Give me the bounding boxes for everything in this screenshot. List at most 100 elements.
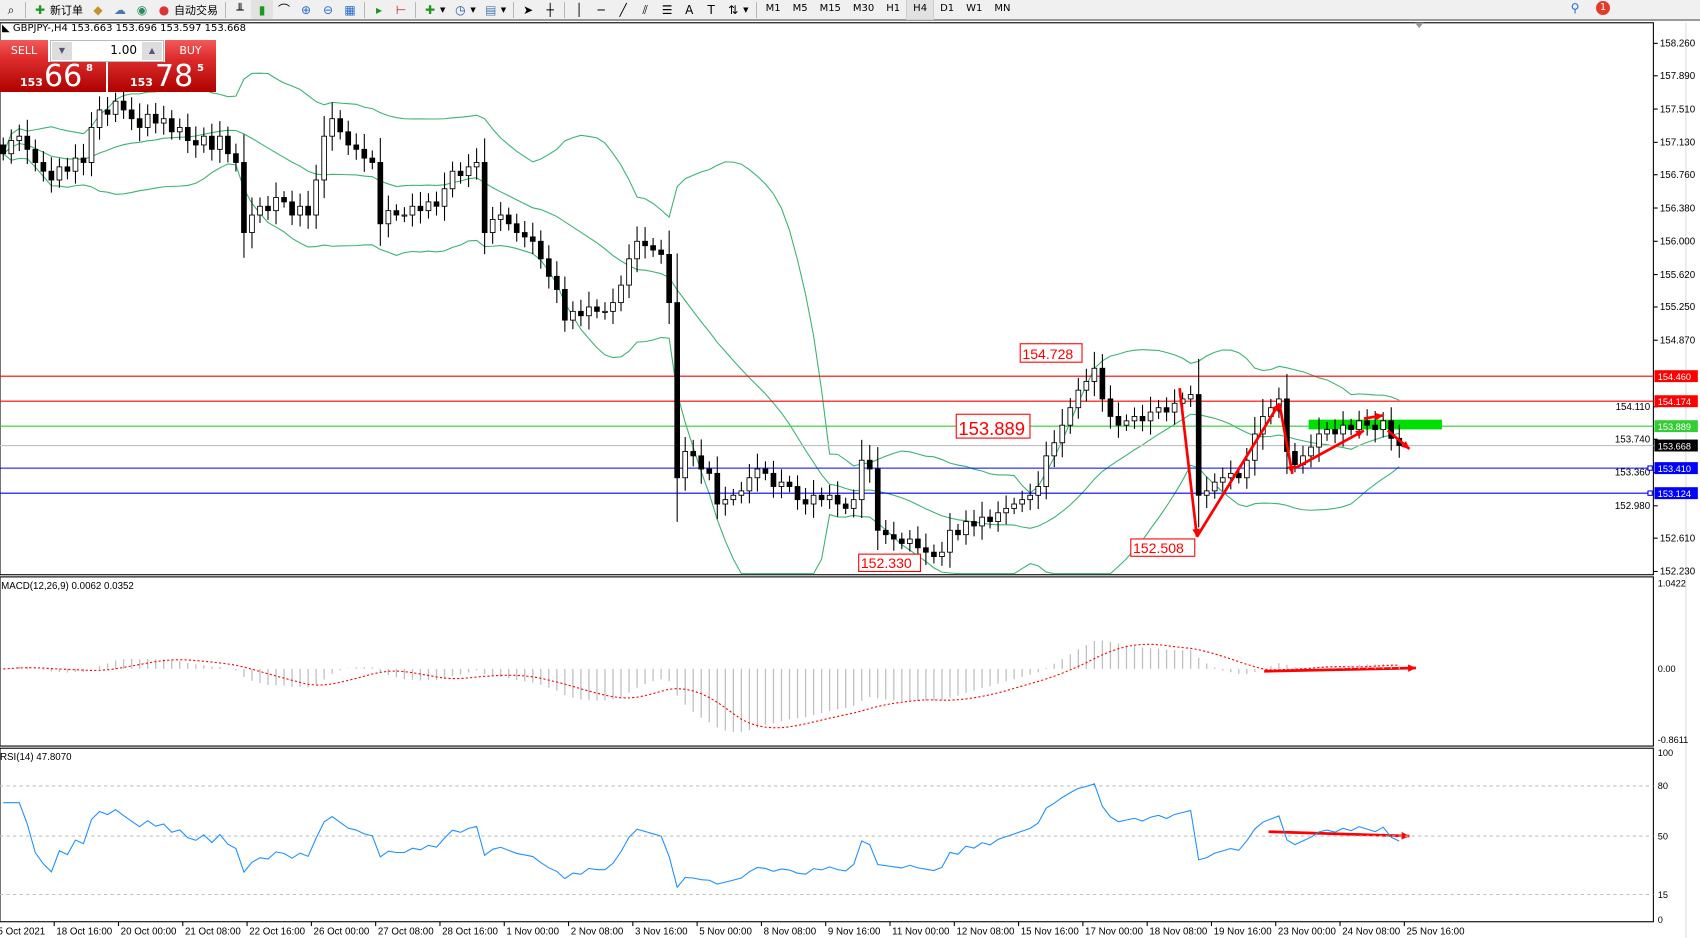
lot-decrease-button[interactable]: ▼ [52, 42, 72, 60]
zoom-search-button[interactable]: ⌕ [0, 0, 22, 19]
indicators-button[interactable]: ✚ ▼ [419, 0, 449, 19]
macd-axis-label: -0.8611 [1658, 735, 1689, 745]
text-button[interactable]: A [678, 0, 700, 19]
bear-candle-body [842, 503, 849, 509]
zoom-in-button[interactable]: ⊕ [295, 0, 317, 19]
history-button[interactable]: ◆ [87, 0, 109, 19]
bear-candle-body [866, 459, 873, 470]
cursor-button[interactable]: ➤ [517, 0, 539, 19]
candle [473, 148, 480, 180]
trend-arrow-line[interactable] [1278, 403, 1294, 475]
candle [249, 197, 255, 249]
bear-candle-body [562, 289, 568, 321]
templates-button[interactable]: ▤ ▼ [480, 0, 510, 19]
zoom-out-button[interactable]: ⊖ [317, 0, 339, 19]
bull-candle-body [449, 170, 456, 190]
bull-candle-body [586, 306, 592, 317]
price-tick-label: 157.890 [1660, 71, 1696, 82]
price-line-label-bg [1654, 487, 1698, 500]
bull-candle-body [273, 197, 279, 212]
tile-windows-button[interactable]: ▦ [339, 0, 361, 19]
horizontal-line-button[interactable]: ─ [590, 0, 612, 19]
red-trend-arrows[interactable] [1178, 388, 1416, 840]
bull-candle-body [1027, 494, 1034, 501]
timeframe-m15[interactable]: M15 [819, 3, 841, 14]
annotation-text[interactable]: 152.330 [861, 555, 912, 571]
autoscroll-button[interactable]: ▸ [368, 0, 390, 19]
periods-button[interactable]: ◷ ▼ [449, 0, 479, 19]
annotation-text[interactable]: 154.728 [1022, 346, 1073, 362]
market-watch-button[interactable]: ☁ [109, 0, 131, 19]
candle [273, 182, 279, 225]
signals-button[interactable]: ◉ [131, 0, 153, 19]
arrows-button[interactable]: ⇅ ▼ [722, 0, 752, 19]
annotation-text[interactable]: 152.508 [1133, 540, 1184, 556]
bear-candle-body [48, 170, 55, 181]
trendline-button[interactable]: ╱ [612, 0, 634, 19]
horizontal-lines[interactable]: 154.460 154.174 153.889 153.668 153.410 153.1… [0, 370, 1698, 500]
bull-candle-body [497, 214, 504, 220]
collapse-icon[interactable]: ◣ [2, 23, 10, 34]
candlestick-button[interactable]: ▮ [251, 0, 273, 19]
buy-price[interactable]: 153 78 5 [108, 59, 216, 94]
rsi-axis-label: 15 [1658, 890, 1668, 900]
lot-size-stepper[interactable]: ▼ 1.00 ▲ [50, 40, 164, 62]
bull-candle-body [610, 302, 616, 312]
timeframe-d1[interactable]: D1 [940, 3, 955, 14]
line-handle[interactable] [1647, 490, 1653, 496]
annotation-text[interactable]: 153.889 [958, 418, 1025, 439]
search-icon[interactable]: ⚲ [1570, 1, 1580, 15]
sell-button[interactable]: SELL [0, 40, 48, 62]
crosshair-button[interactable]: ┼ [539, 0, 561, 19]
price-tick-label: 153.360 [1615, 468, 1651, 479]
chart-shift-marker[interactable] [1414, 22, 1424, 29]
line-chart-button[interactable]: ⌒ [273, 0, 295, 19]
bull-candle-body [16, 135, 23, 142]
bull-candle-body [730, 494, 737, 501]
bear-candle-body [1235, 472, 1242, 479]
price-annotations[interactable]: 154.728 153.889 152.330 152.508 [858, 343, 1196, 573]
chart-shift-button[interactable]: ⊢ [390, 0, 412, 19]
annotation-box[interactable] [1130, 538, 1196, 557]
timeframe-m1[interactable]: M1 [765, 3, 781, 14]
buy-button[interactable]: BUY [165, 40, 216, 62]
bull-candle-body [112, 100, 119, 115]
timeframe-h4[interactable]: H4 [906, 0, 935, 20]
candle [1059, 409, 1066, 458]
candle [987, 509, 993, 529]
trend-arrow-line[interactable] [1268, 830, 1410, 838]
annotation-box[interactable] [858, 553, 922, 573]
timeframe-w1[interactable]: W1 [966, 3, 983, 14]
macd-axis-label: 0.00 [1658, 664, 1676, 674]
bull-candle-body [626, 258, 632, 286]
annotation-box[interactable] [955, 413, 1031, 439]
bar-chart-button[interactable]: ╨ [229, 0, 251, 19]
trend-arrow-line[interactable] [1293, 429, 1365, 470]
line-handle[interactable] [1647, 465, 1653, 471]
timeframe-h1[interactable]: H1 [886, 3, 901, 14]
bull-candle-body [1067, 407, 1074, 426]
bull-candle-body [160, 118, 167, 124]
lot-increase-button[interactable]: ▲ [142, 42, 162, 60]
sell-price[interactable]: 153 66 8 [0, 59, 106, 94]
trend-arrow-line[interactable] [1195, 402, 1281, 538]
timeframe-m5[interactable]: M5 [792, 3, 808, 14]
trend-arrow-line[interactable] [1178, 388, 1199, 537]
timeframe-m30[interactable]: M30 [852, 3, 875, 14]
new-order-button[interactable]: ✚ 新订单 [29, 0, 87, 19]
timeframe-mn[interactable]: MN [994, 3, 1011, 14]
text-label-button[interactable]: T [700, 0, 722, 19]
lot-size-input[interactable]: 1.00 [110, 43, 137, 57]
candle [1131, 407, 1138, 429]
bear-candle-body [136, 118, 143, 128]
annotation-box[interactable] [1019, 343, 1083, 363]
candle [866, 444, 873, 483]
bear-candle-body [923, 547, 929, 553]
vertical-line-button[interactable]: │ [568, 0, 590, 19]
auto-trading-button[interactable]: ● 自动交易 [153, 0, 222, 19]
notifications-badge[interactable]: 1 [1596, 1, 1610, 15]
equidistant-channel-button[interactable]: ⫽ [634, 0, 656, 19]
fibonacci-button[interactable]: ☰ [656, 0, 678, 19]
candle [1195, 358, 1202, 528]
